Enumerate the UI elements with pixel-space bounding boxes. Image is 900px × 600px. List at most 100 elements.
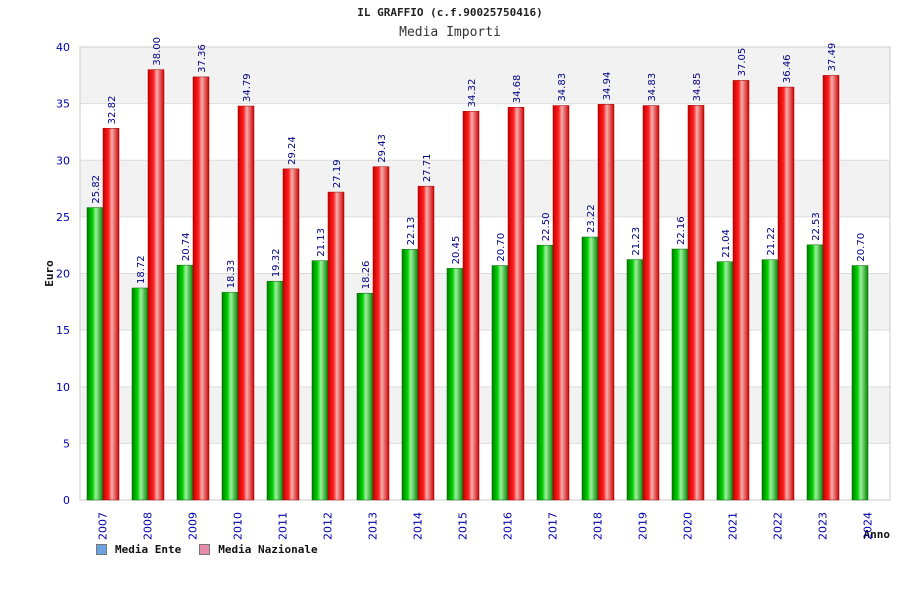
bar-media-ente <box>716 261 734 501</box>
x-tick-label: 2019 <box>637 512 650 540</box>
data-label: 34.94 <box>602 72 613 101</box>
bar-media-ente <box>671 248 689 501</box>
bar-media-nazionale <box>282 168 300 501</box>
data-label: 23.22 <box>586 204 597 233</box>
bar-media-ente <box>311 260 329 501</box>
data-label: 22.53 <box>811 212 822 241</box>
legend-item-ente: Media Ente <box>96 543 181 556</box>
bar-media-ente <box>851 265 869 501</box>
x-tick-label: 2023 <box>817 512 830 540</box>
grid-band <box>80 160 890 217</box>
data-label: 18.33 <box>226 260 237 289</box>
bar-media-nazionale <box>372 166 390 501</box>
y-tick-label: 0 <box>63 494 70 507</box>
data-label: 34.68 <box>512 75 523 104</box>
bar-media-nazionale <box>462 111 480 501</box>
data-label: 34.83 <box>647 73 658 102</box>
legend: Media Ente Media Nazionale <box>96 543 318 556</box>
x-tick-label: 2021 <box>727 512 740 540</box>
bar-media-nazionale <box>822 75 840 501</box>
bar-media-nazionale <box>237 105 255 501</box>
data-label: 21.13 <box>316 228 327 257</box>
legend-label-nazionale: Media Nazionale <box>218 543 318 556</box>
data-label: 18.26 <box>361 261 372 290</box>
data-label: 22.13 <box>406 217 417 246</box>
data-label: 32.82 <box>107 96 118 125</box>
y-tick-label: 35 <box>56 98 70 111</box>
legend-swatch-ente <box>96 544 107 555</box>
bar-media-ente <box>761 259 779 501</box>
data-label: 34.83 <box>557 73 568 102</box>
data-label: 20.70 <box>496 233 507 262</box>
legend-item-nazionale: Media Nazionale <box>199 543 318 556</box>
x-tick-label: 2011 <box>277 512 290 540</box>
legend-label-ente: Media Ente <box>115 543 182 556</box>
grid-band <box>80 386 890 444</box>
bar-media-ente <box>356 292 374 501</box>
y-tick-label: 10 <box>56 381 70 394</box>
bar-media-ente <box>266 280 284 501</box>
y-tick-label: 20 <box>56 268 70 281</box>
data-label: 21.22 <box>766 227 777 256</box>
y-axis-label: Euro <box>43 260 56 287</box>
data-label: 27.71 <box>422 154 433 183</box>
chart-title: IL GRAFFIO (c.f.90025750416) <box>357 6 543 19</box>
bar-media-nazionale <box>777 86 795 501</box>
data-label: 20.74 <box>181 232 192 261</box>
data-label: 29.43 <box>377 134 388 163</box>
bar-media-ente <box>581 236 599 501</box>
x-tick-label: 2007 <box>97 512 110 540</box>
bar-media-ente <box>626 259 644 501</box>
bar-media-nazionale <box>732 80 750 501</box>
data-label: 20.45 <box>451 236 462 265</box>
data-label: 29.24 <box>287 136 298 165</box>
chart-subtitle: Media Importi <box>399 25 501 40</box>
bar-media-ente <box>221 292 239 501</box>
bar-media-ente <box>401 249 419 501</box>
data-label: 21.23 <box>631 227 642 256</box>
legend-swatch-nazionale <box>199 544 211 555</box>
y-tick-label: 30 <box>56 154 70 167</box>
bar-media-ente <box>536 244 554 501</box>
data-label: 37.36 <box>197 44 208 73</box>
data-label: 25.82 <box>91 175 102 204</box>
x-tick-label: 2009 <box>187 512 200 540</box>
data-label: 21.04 <box>721 229 732 258</box>
x-tick-label: 2008 <box>142 512 155 540</box>
x-tick-label: 2018 <box>592 512 605 540</box>
bar-media-nazionale <box>147 69 165 501</box>
bar-media-nazionale <box>597 104 615 501</box>
bar-media-ente <box>86 207 104 501</box>
x-tick-label: 2024 <box>862 512 875 540</box>
data-label: 18.72 <box>136 255 147 284</box>
bar-media-nazionale <box>102 128 120 501</box>
data-label: 34.85 <box>692 73 703 102</box>
x-axis-label: Anno <box>864 528 891 541</box>
data-label: 19.32 <box>271 249 282 278</box>
bar-media-ente <box>491 265 509 501</box>
x-tick-label: 2015 <box>457 512 470 540</box>
data-label: 36.46 <box>782 54 793 83</box>
data-label: 37.49 <box>827 43 838 72</box>
y-tick-label: 25 <box>56 211 70 224</box>
x-tick-label: 2020 <box>682 512 695 540</box>
grid-band <box>80 273 890 331</box>
bar-media-ente <box>446 268 464 501</box>
x-tick-label: 2010 <box>232 512 245 540</box>
bar-media-nazionale <box>552 105 570 501</box>
bar-media-ente <box>806 244 824 501</box>
y-tick-label: 5 <box>63 437 70 450</box>
x-tick-label: 2017 <box>547 512 560 540</box>
data-label: 22.16 <box>676 216 687 245</box>
bar-media-nazionale <box>327 191 345 501</box>
x-tick-label: 2012 <box>322 512 335 540</box>
bar-media-nazionale <box>507 106 525 501</box>
bar-media-nazionale <box>417 185 435 501</box>
x-tick-label: 2013 <box>367 512 380 540</box>
bar-media-nazionale <box>687 105 705 501</box>
bar-media-ente <box>131 287 149 501</box>
grid-band <box>80 47 890 104</box>
data-label: 22.50 <box>541 213 552 242</box>
y-tick-label: 15 <box>56 324 70 337</box>
